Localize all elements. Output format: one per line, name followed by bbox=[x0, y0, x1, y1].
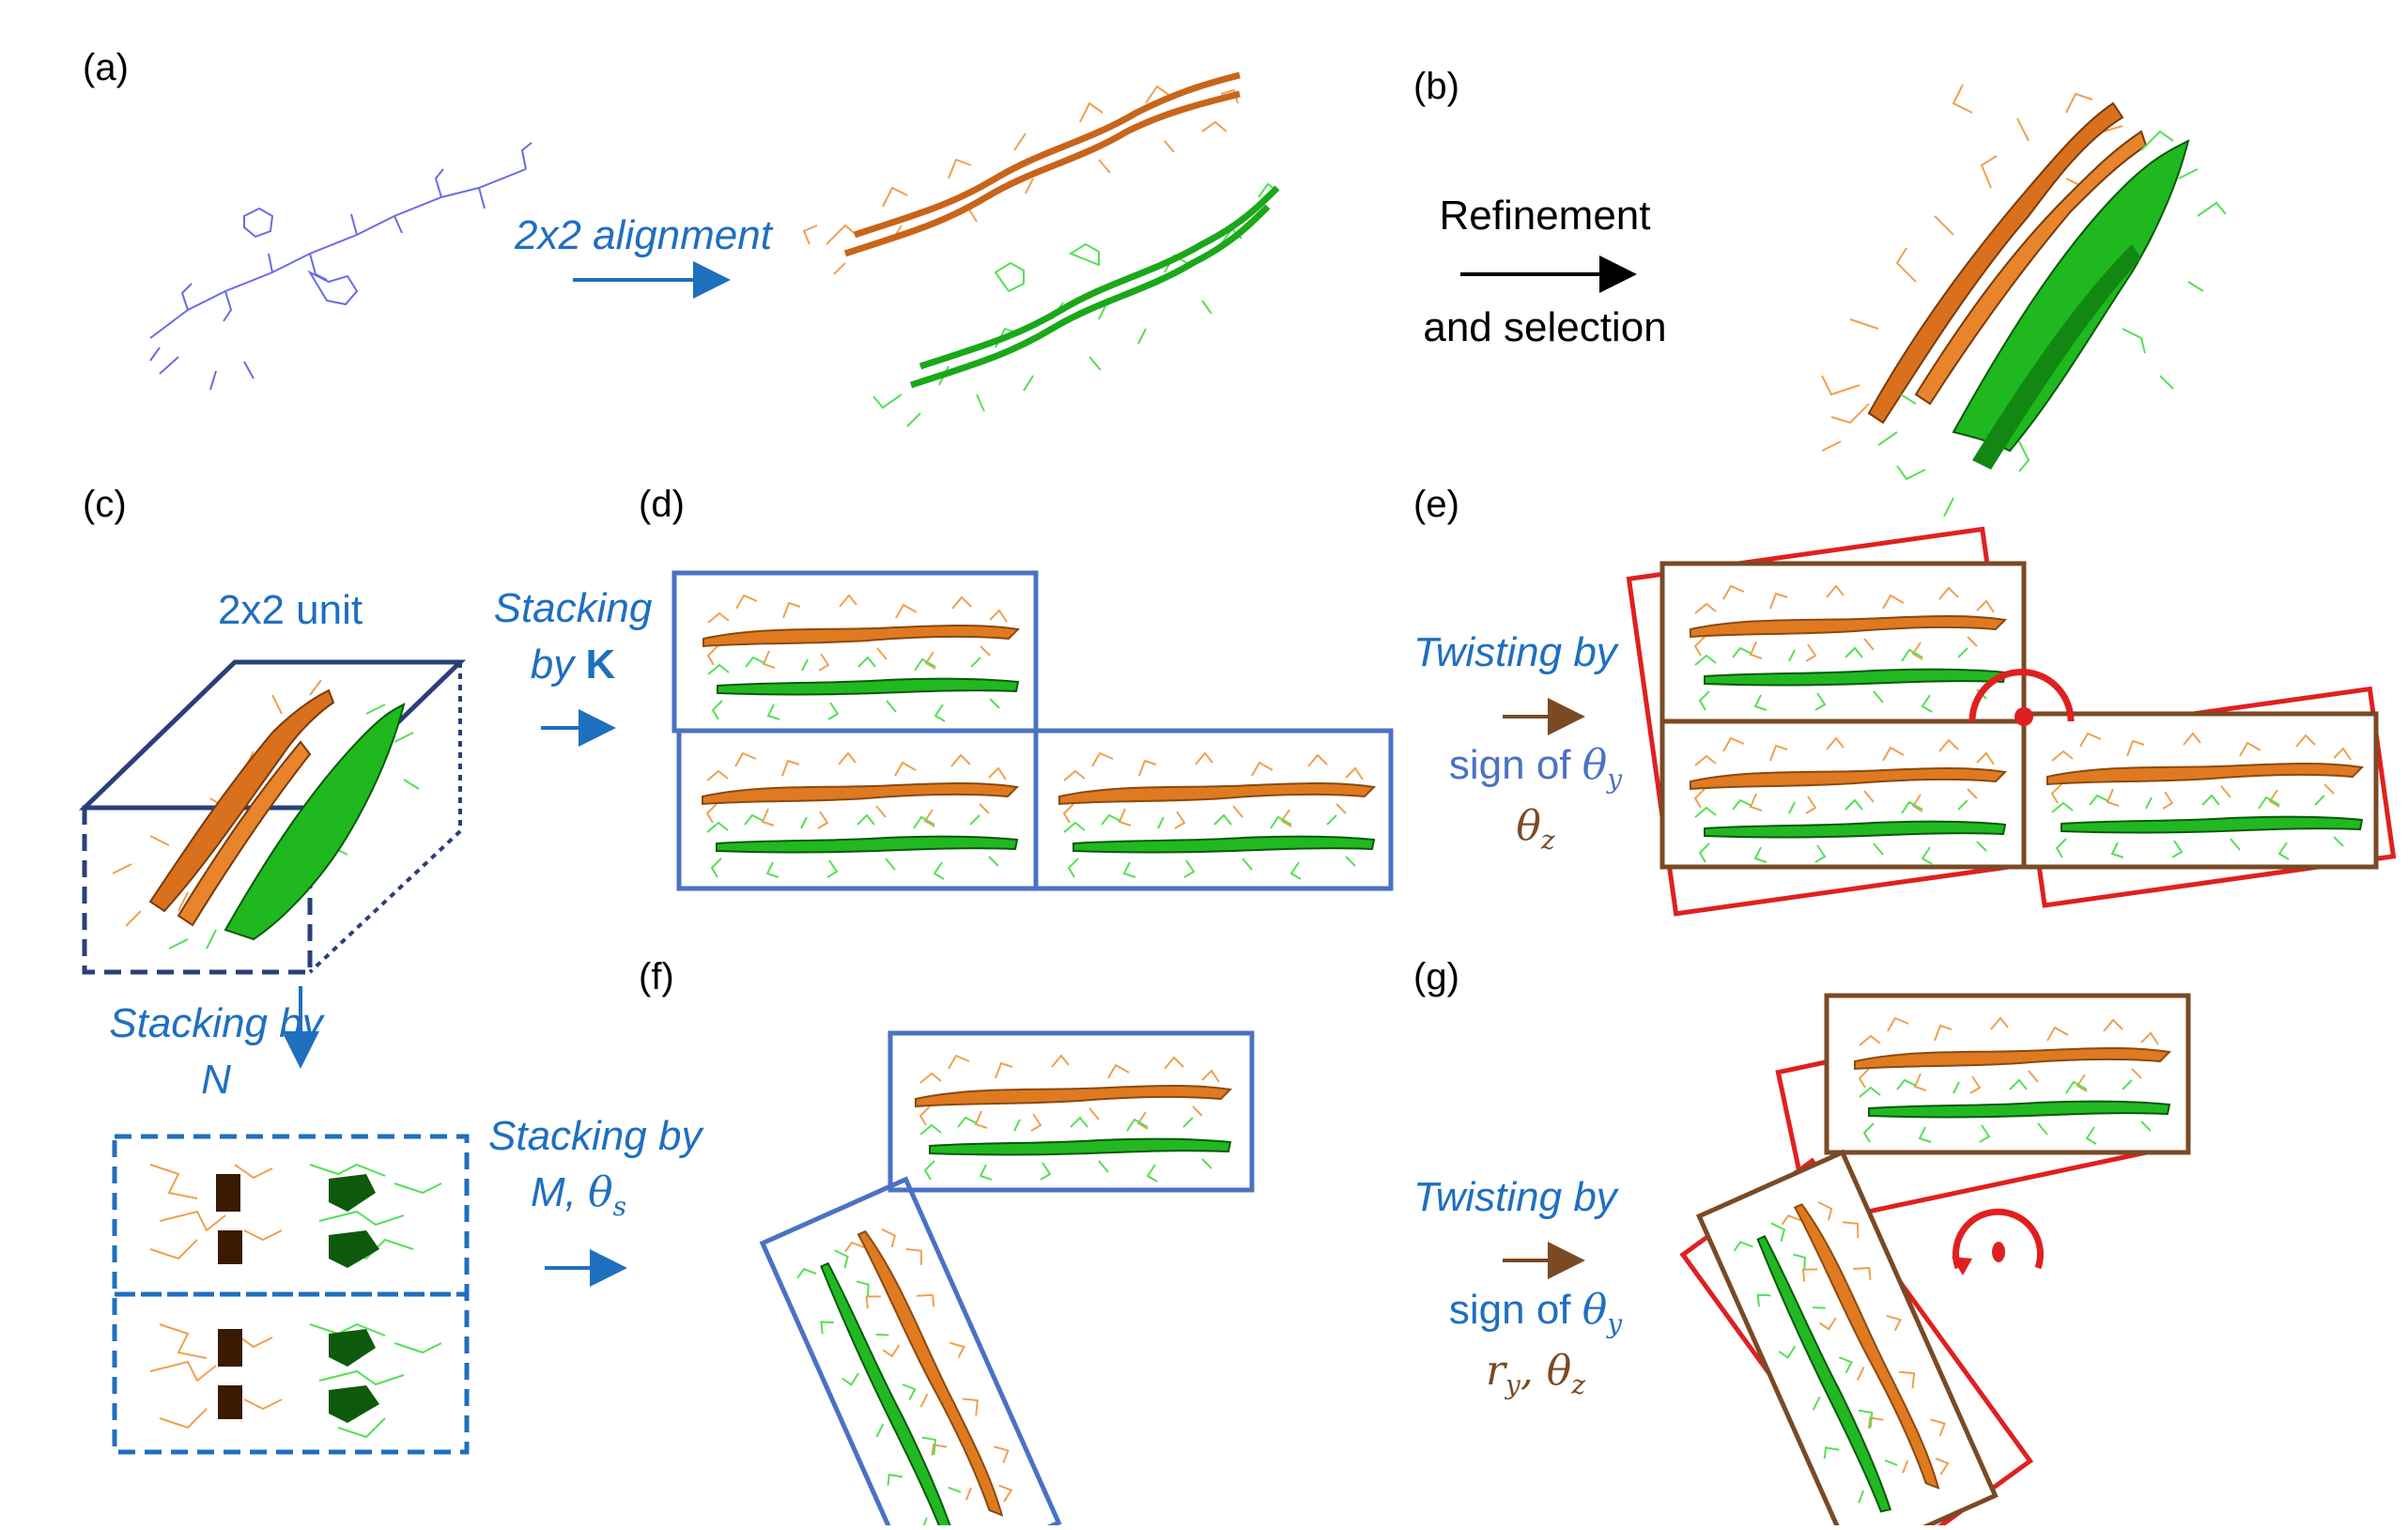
twist-g bbox=[1679, 993, 2191, 1530]
stack-by-k bbox=[671, 570, 1394, 891]
panel-label-b: (b) bbox=[1413, 66, 1459, 107]
stacking-m-line2: M, θs bbox=[531, 1168, 626, 1222]
panel-label-e: (e) bbox=[1413, 484, 1459, 525]
stack-by-m bbox=[759, 1030, 1255, 1530]
sign-theta-y-e: sign of θy bbox=[1448, 741, 1623, 795]
ry-theta-z-g: ry, θz bbox=[1485, 1347, 1586, 1400]
stacking-k-line2: by K bbox=[530, 641, 616, 688]
panel-label-d: (d) bbox=[639, 484, 685, 525]
peptide-monomer bbox=[149, 142, 533, 391]
aligned-strands-a bbox=[802, 71, 1280, 427]
unit-label: 2x2 unit bbox=[218, 587, 363, 633]
stacking-n-line2: N bbox=[201, 1057, 231, 1103]
twisting-e-label: Twisting by bbox=[1413, 629, 1617, 675]
alignment-label: 2x2 alignment bbox=[515, 212, 772, 258]
stacking-k-line1: Stacking bbox=[493, 585, 653, 631]
panel-label-a: (a) bbox=[83, 47, 129, 88]
panel-label-f: (f) bbox=[639, 956, 674, 997]
sign-theta-y-g: sign of θy bbox=[1448, 1286, 1623, 1339]
panel-label-c: (c) bbox=[83, 484, 127, 525]
twisting-g-label: Twisting by bbox=[1413, 1174, 1617, 1220]
stack-by-n bbox=[112, 1134, 470, 1455]
refined-sheets-b bbox=[1821, 84, 2227, 518]
selection-label: and selection bbox=[1423, 304, 1667, 350]
panel-label-g: (g) bbox=[1413, 956, 1459, 997]
twist-e bbox=[1626, 526, 2397, 917]
stacking-m-line1: Stacking by bbox=[488, 1113, 702, 1159]
refinement-label: Refinement bbox=[1439, 193, 1651, 239]
stacking-n-line1: Stacking by bbox=[109, 1000, 323, 1046]
theta-z-e: θz bbox=[1516, 802, 1555, 856]
cube-2x2-unit bbox=[78, 659, 467, 975]
